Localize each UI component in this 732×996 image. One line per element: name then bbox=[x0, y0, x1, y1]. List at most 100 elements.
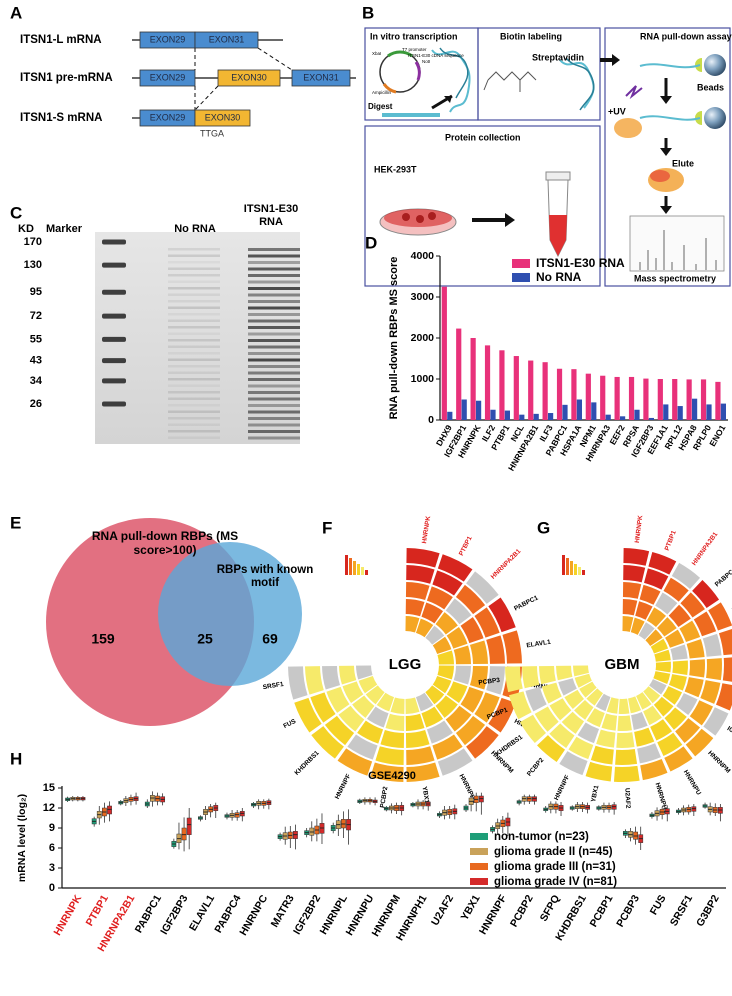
ring-cell bbox=[432, 570, 463, 596]
panel-label: C bbox=[10, 203, 22, 222]
splice-line bbox=[194, 85, 219, 111]
gel-band bbox=[168, 280, 220, 283]
bar bbox=[585, 373, 591, 420]
y-tick-label: 9 bbox=[49, 822, 55, 834]
step-label: Mass spectrometry bbox=[634, 273, 716, 283]
gel-band bbox=[248, 326, 300, 329]
ring-cell bbox=[662, 686, 683, 705]
ring-cell bbox=[718, 628, 732, 656]
ring-cell bbox=[405, 697, 420, 714]
ring-cell bbox=[522, 666, 540, 689]
gene-label: IGF2BP2 bbox=[726, 725, 732, 745]
venn-set bbox=[158, 542, 302, 686]
scale-bar bbox=[353, 561, 356, 575]
ring-cell bbox=[337, 748, 373, 776]
marker-band bbox=[102, 262, 126, 268]
step-title: Biotin labeling bbox=[500, 31, 562, 41]
bar bbox=[441, 286, 447, 420]
ring-cell bbox=[406, 746, 435, 765]
legend-label: glioma grade III (n=31) bbox=[494, 861, 616, 873]
exon-box bbox=[291, 69, 351, 87]
x-tick-label: YBX1 bbox=[459, 893, 483, 923]
gel-band bbox=[168, 410, 220, 413]
x-tick-label: HNRNPK bbox=[51, 893, 84, 938]
set-label-box: RBPs with known motif bbox=[217, 564, 313, 589]
gene-label: HNRNPF bbox=[553, 774, 571, 801]
ring-cell bbox=[445, 705, 472, 732]
ring-cell bbox=[425, 625, 445, 645]
bar bbox=[628, 376, 635, 420]
y-tick-label: 2000 bbox=[411, 332, 435, 344]
panel-b-art bbox=[364, 27, 731, 287]
box bbox=[107, 805, 112, 815]
ring-cell bbox=[352, 695, 375, 718]
ring-cell bbox=[579, 681, 597, 698]
bar bbox=[499, 350, 505, 420]
x-tick-label: U2AF2 bbox=[429, 893, 456, 928]
bar bbox=[663, 404, 669, 420]
gel-band bbox=[168, 423, 220, 426]
gel-band bbox=[168, 261, 220, 264]
gene-label: PABPC1 bbox=[714, 566, 732, 588]
bar bbox=[605, 414, 611, 420]
scale-bar bbox=[562, 555, 565, 575]
bar bbox=[715, 381, 721, 420]
ring-cell bbox=[502, 630, 522, 664]
gene-label: PCBP2 bbox=[379, 786, 389, 809]
ring-cell bbox=[702, 633, 722, 657]
ring-cell bbox=[405, 729, 430, 748]
kd-label: 55 bbox=[30, 333, 42, 345]
bar bbox=[461, 399, 467, 420]
ring-cell bbox=[421, 602, 444, 624]
y-tick-label: 0 bbox=[428, 414, 434, 426]
ring-cell bbox=[663, 577, 689, 602]
plasmid-label: XbaI bbox=[372, 51, 381, 56]
lane-label-box: ITSN1-E30 RNA bbox=[244, 203, 298, 228]
ring-cell bbox=[365, 685, 385, 705]
gene-label: PTBP1 bbox=[664, 529, 678, 551]
ring-cell bbox=[680, 592, 705, 618]
bar bbox=[476, 400, 482, 420]
bar bbox=[686, 379, 692, 420]
gel-band bbox=[248, 430, 300, 433]
ring-cell bbox=[405, 713, 425, 731]
ring-cell bbox=[615, 749, 638, 765]
gel-band bbox=[248, 397, 300, 401]
ring-cell bbox=[446, 681, 468, 704]
gene-label: KHDRBS1 bbox=[494, 734, 524, 758]
ring-cell bbox=[421, 706, 444, 728]
ring-cell bbox=[623, 548, 650, 566]
y-tick-label: 0 bbox=[49, 882, 55, 894]
gel-band bbox=[168, 384, 220, 387]
scale-bar bbox=[357, 564, 360, 575]
exon-label: EXON30 bbox=[231, 72, 267, 82]
ring-cell bbox=[486, 635, 505, 664]
bar bbox=[648, 417, 654, 420]
gene-label: FUS bbox=[282, 718, 297, 730]
gel-band bbox=[168, 358, 220, 361]
ring-cell bbox=[559, 751, 588, 776]
ring-cell bbox=[648, 551, 677, 575]
bar bbox=[528, 360, 534, 420]
bar bbox=[634, 409, 640, 420]
ring-cell bbox=[519, 714, 546, 744]
gel-band bbox=[168, 352, 220, 355]
box bbox=[181, 827, 187, 841]
legend-swatch bbox=[512, 273, 530, 282]
panel-c-gel bbox=[95, 232, 300, 444]
gel-band bbox=[248, 287, 300, 290]
gel-band bbox=[248, 319, 300, 323]
ring-cell bbox=[453, 665, 471, 685]
ring-cell bbox=[653, 696, 674, 717]
gene-label: SRSF1 bbox=[262, 681, 284, 691]
gene-label: YBX1 bbox=[421, 786, 431, 804]
ring-cell bbox=[324, 715, 355, 746]
ring-cell bbox=[617, 715, 632, 731]
y-tick-label: 12 bbox=[43, 802, 55, 814]
ring-cell bbox=[474, 607, 500, 638]
ring-cell bbox=[637, 743, 661, 764]
ring-cell bbox=[568, 736, 594, 760]
ring-cell bbox=[628, 696, 642, 714]
gene-label: PCBP2 bbox=[526, 756, 546, 777]
ring-cell bbox=[643, 705, 662, 726]
